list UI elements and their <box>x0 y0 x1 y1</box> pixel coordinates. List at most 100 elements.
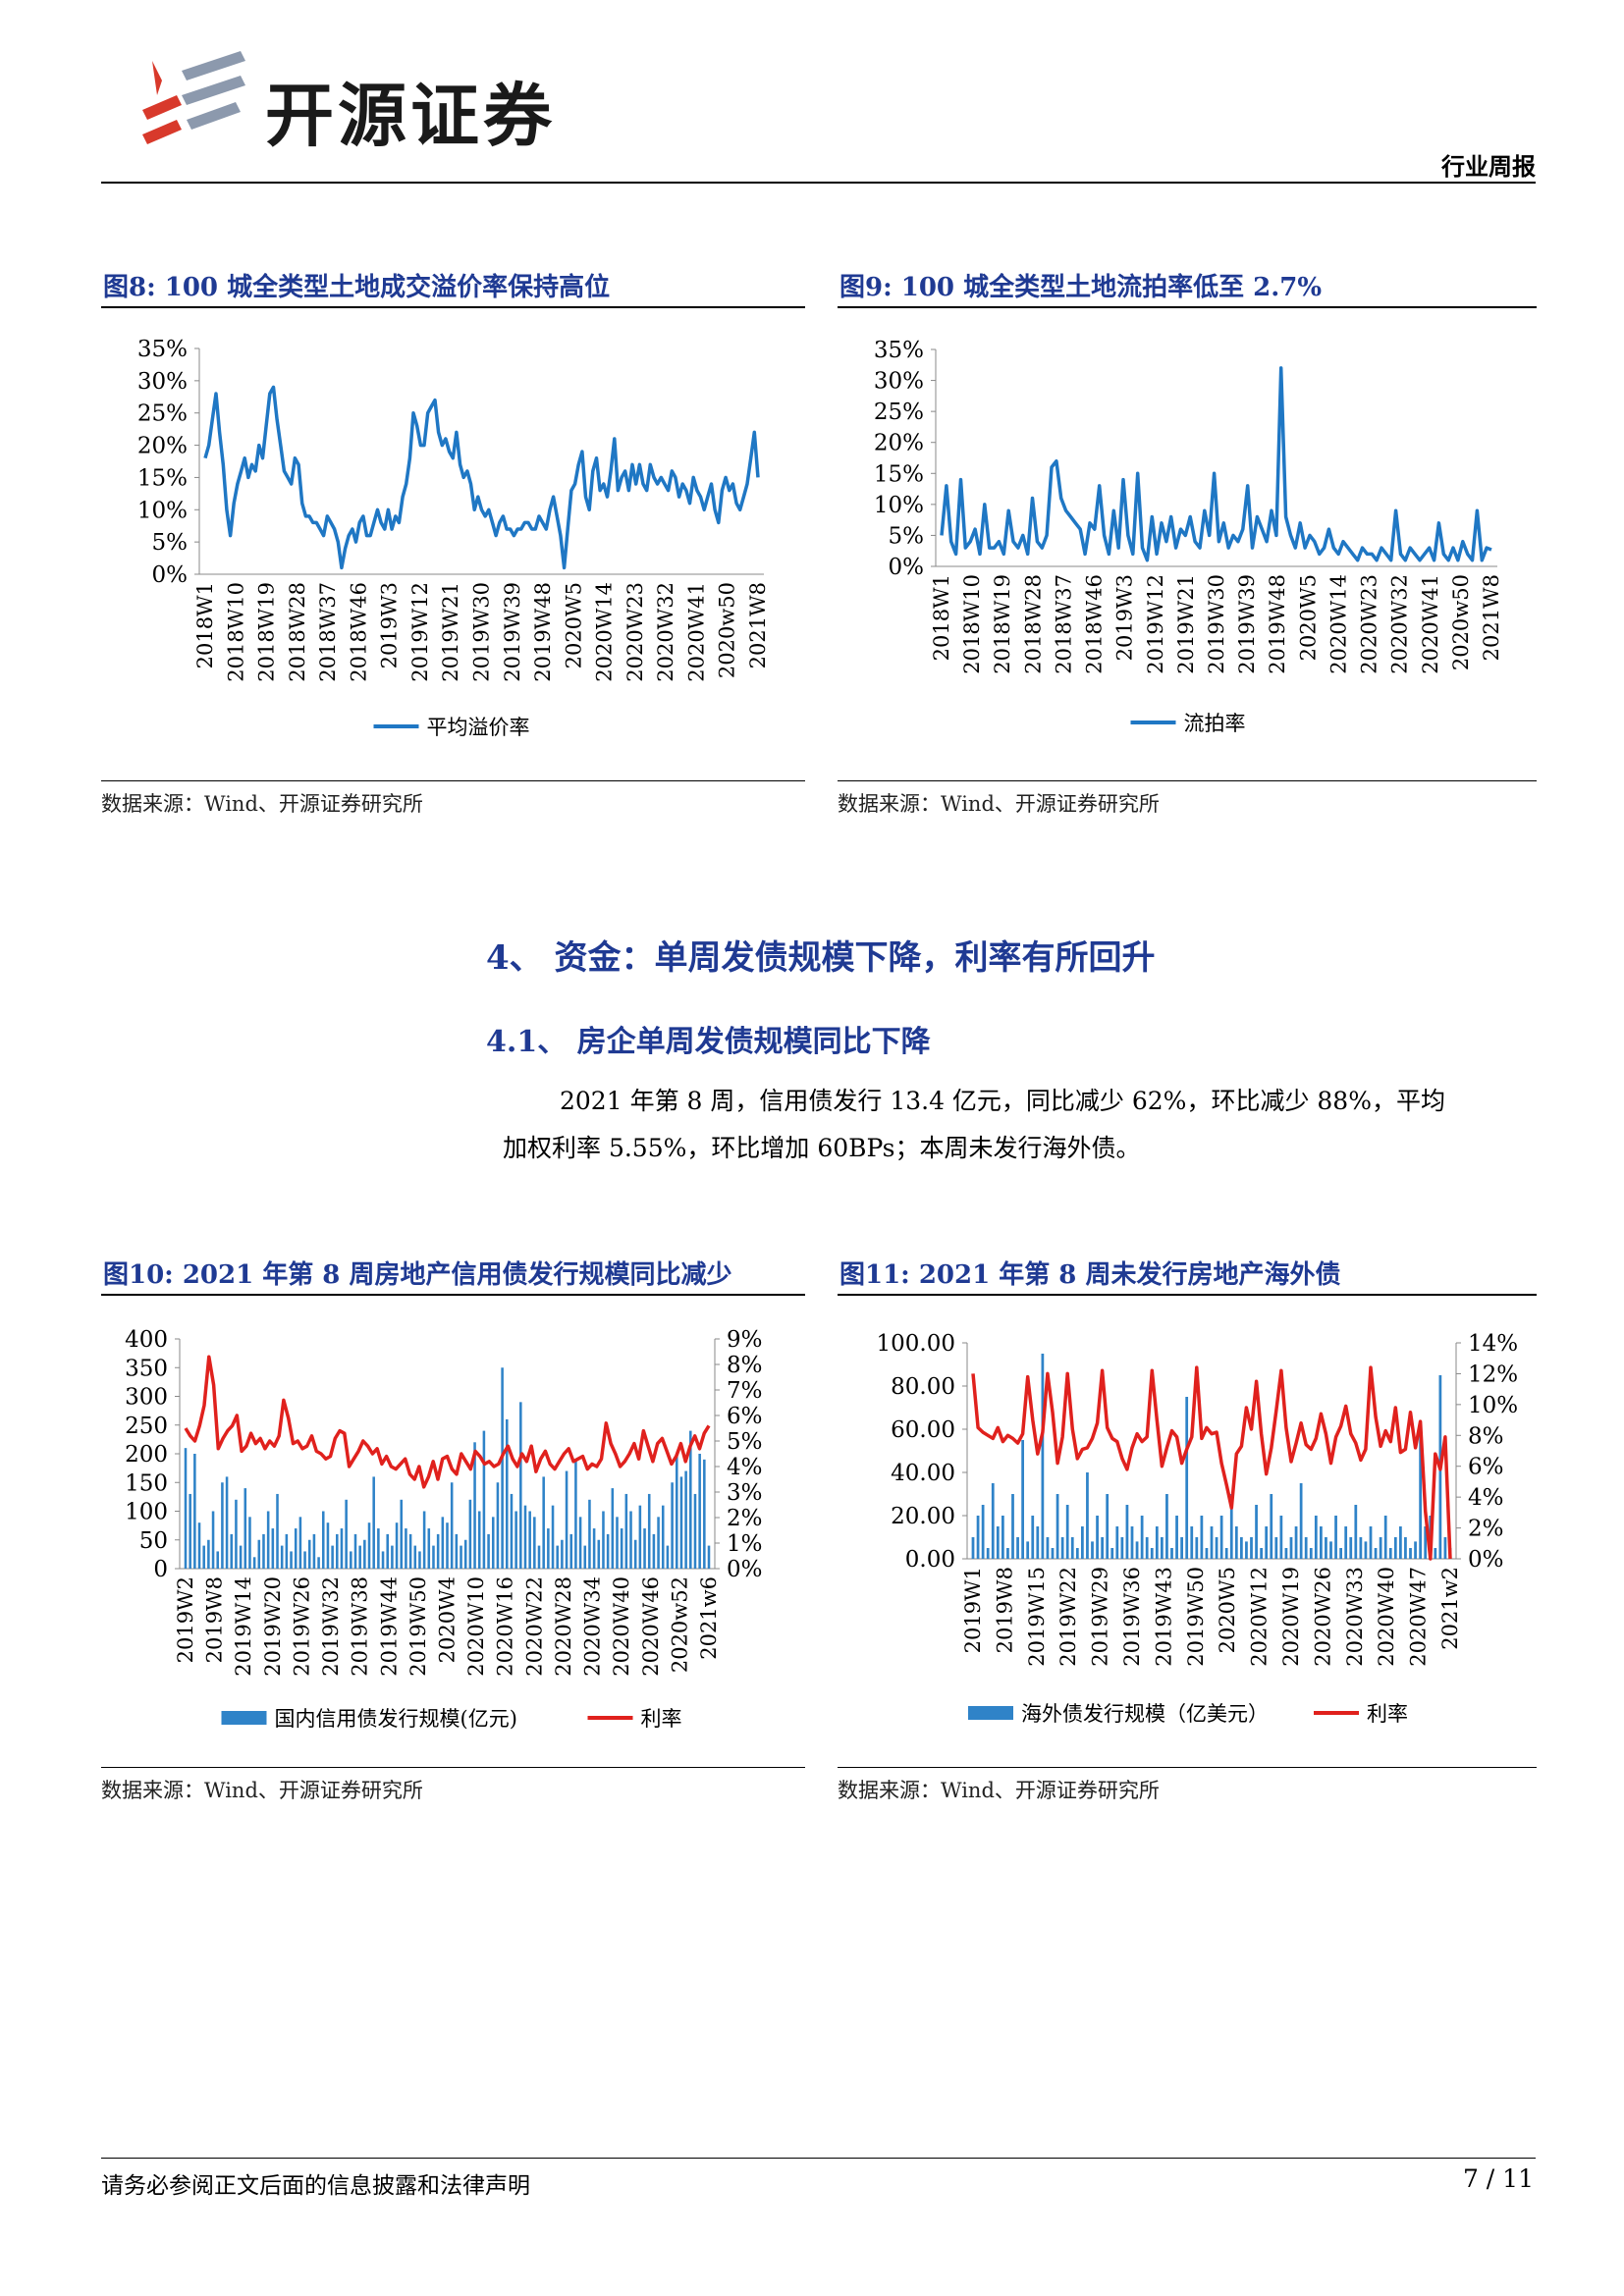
x-tick-label: 2018W1 <box>193 582 217 668</box>
bar <box>661 1505 665 1569</box>
bar <box>671 1482 674 1569</box>
x-tick-label: 2020W5 <box>562 582 585 668</box>
bar <box>1270 1494 1273 1559</box>
bar <box>1314 1516 1318 1559</box>
bar <box>463 1539 467 1569</box>
y-tick-label: 200 <box>125 1442 168 1468</box>
x-tick-label: 2019W36 <box>1120 1567 1144 1667</box>
bar <box>455 1533 459 1569</box>
legend-label: 海外债发行规模（亿美元） <box>1021 1702 1269 1726</box>
y-tick-label: 0% <box>152 562 189 588</box>
bar <box>1110 1548 1114 1559</box>
bar <box>506 1418 509 1569</box>
x-tick-label: 2019W43 <box>1152 1567 1175 1667</box>
y2-tick-label: 8% <box>1468 1423 1504 1449</box>
bar <box>436 1533 440 1569</box>
bar <box>189 1493 191 1569</box>
bar <box>244 1488 247 1569</box>
x-tick-label: 2019W39 <box>1235 574 1259 674</box>
y-tick-label: 400 <box>125 1327 168 1353</box>
x-tick-label: 2021W8 <box>1480 574 1503 661</box>
paragraph-line-1: 2021 年第 8 周，信用债发行 13.4 亿元，同比减少 62%，环比减少 … <box>560 1087 1445 1115</box>
bar <box>257 1539 261 1569</box>
bar <box>1274 1537 1278 1559</box>
x-tick-label: 2019W39 <box>501 582 524 682</box>
bar <box>1289 1537 1293 1559</box>
bar <box>230 1533 234 1569</box>
bar <box>1006 1548 1009 1559</box>
bar <box>1354 1505 1358 1559</box>
bar <box>202 1545 205 1569</box>
x-tick-label: 2019W15 <box>1025 1567 1049 1667</box>
y2-tick-label: 14% <box>1468 1331 1518 1357</box>
bar <box>684 1470 687 1569</box>
y-tick-label: 35% <box>137 337 188 362</box>
bar <box>326 1522 330 1569</box>
bar <box>1160 1537 1164 1559</box>
bar <box>1026 1541 1030 1559</box>
bar <box>976 1516 980 1559</box>
x-tick-label: 2020W26 <box>1311 1567 1334 1667</box>
y-tick-label: 300 <box>125 1385 168 1411</box>
x-tick-label: 2020W12 <box>1248 1567 1272 1667</box>
bar <box>207 1539 210 1569</box>
x-tick-label: 2018W46 <box>1083 574 1107 674</box>
bar <box>1250 1537 1253 1559</box>
x-tick-label: 2019W30 <box>470 582 494 682</box>
x-tick-label: 2020W41 <box>684 582 708 682</box>
x-tick-label: 2020W40 <box>610 1576 633 1677</box>
x-tick-label: 2020W19 <box>1279 1567 1303 1667</box>
x-tick-label: 2019W12 <box>408 582 432 682</box>
x-tick-label: 2020W16 <box>494 1576 517 1677</box>
bar <box>996 1526 1000 1559</box>
y-tick-label: 0 <box>153 1557 168 1582</box>
legend-swatch <box>968 1706 1013 1720</box>
bar <box>501 1367 504 1569</box>
bar <box>405 1528 407 1569</box>
x-tick-label: 2020W33 <box>1343 1567 1367 1667</box>
x-tick-label: 2020W22 <box>522 1576 546 1677</box>
x-tick-label: 2018W46 <box>347 582 370 682</box>
bar <box>1016 1537 1019 1559</box>
y2-tick-label: 3% <box>727 1480 763 1506</box>
y-tick-label: 30% <box>874 369 924 395</box>
fig10-title-rule <box>101 1294 805 1296</box>
bar <box>1210 1526 1214 1559</box>
bar <box>353 1533 357 1569</box>
bar <box>1065 1505 1069 1559</box>
bar <box>533 1517 536 1569</box>
y-tick-label: 25% <box>874 400 924 425</box>
bar <box>1120 1537 1124 1559</box>
x-tick-label: 2020W23 <box>623 582 647 682</box>
bar <box>1036 1526 1040 1559</box>
fig11-chart: 0.00 20.00 40.00 60.00 80.00 100.00 0% 2% 4% 6% 8%… <box>877 1331 1519 1726</box>
bar <box>689 1430 692 1569</box>
logo-mark-icon <box>142 51 245 144</box>
bar <box>542 1476 545 1569</box>
fig8-source: 数据来源：Wind、开源证券研究所 <box>101 792 423 816</box>
x-tick-label: 2019W29 <box>1089 1567 1112 1667</box>
fig11-title-rule <box>838 1294 1537 1296</box>
y-tick-label: 50 <box>139 1528 168 1554</box>
series-line <box>940 366 1492 562</box>
bar <box>408 1533 412 1569</box>
bar <box>1041 1354 1045 1559</box>
bar <box>1239 1537 1243 1559</box>
bar <box>1080 1526 1084 1559</box>
x-tick-label: 2021W8 <box>746 582 770 668</box>
y2-tick-label: 1% <box>727 1531 763 1557</box>
bar <box>266 1511 270 1569</box>
x-tick-label: 2018W28 <box>1021 574 1045 674</box>
bar <box>1325 1537 1327 1559</box>
bar <box>193 1454 196 1569</box>
bar <box>446 1522 449 1569</box>
bar <box>1021 1440 1025 1559</box>
bar <box>1180 1537 1184 1559</box>
header-divider <box>101 182 1536 184</box>
fig11-source: 数据来源：Wind、开源证券研究所 <box>838 1779 1160 1802</box>
bar <box>1329 1541 1332 1559</box>
bar <box>307 1539 311 1569</box>
x-tick-label: 2019W8 <box>993 1567 1016 1653</box>
bar <box>184 1448 188 1569</box>
bar <box>285 1533 289 1569</box>
